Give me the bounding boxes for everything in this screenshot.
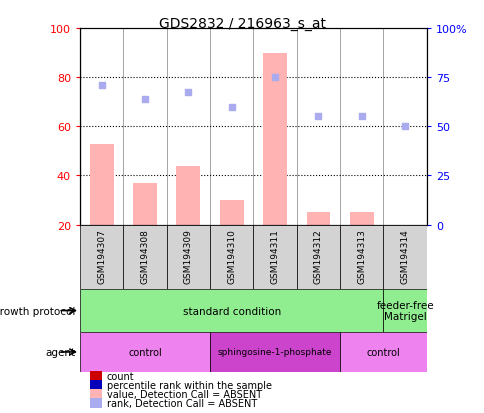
Bar (383, 289, 426, 332)
Text: GSM194308: GSM194308 (140, 228, 149, 283)
Bar (296, 225, 339, 289)
Text: GSM194310: GSM194310 (227, 228, 236, 283)
Bar (306, 213, 330, 225)
Bar (80, 289, 383, 332)
Text: GSM194313: GSM194313 (357, 228, 365, 283)
Text: standard condition: standard condition (182, 306, 280, 316)
Point (357, 114, 365, 121)
Text: control: control (128, 347, 162, 357)
Bar (176, 166, 200, 225)
Point (227, 104, 235, 111)
Bar (383, 225, 426, 289)
Bar (210, 332, 339, 372)
Point (400, 123, 408, 130)
Bar (80, 332, 210, 372)
Text: GSM194312: GSM194312 (313, 228, 322, 283)
Point (141, 97, 149, 103)
Text: feeder-free
Matrigel: feeder-free Matrigel (376, 300, 433, 322)
Text: agent: agent (45, 347, 75, 357)
Bar (219, 201, 243, 225)
Point (271, 75, 278, 81)
Bar (80, 225, 123, 289)
Text: percentile rank within the sample: percentile rank within the sample (106, 380, 271, 390)
Bar (133, 183, 157, 225)
Text: GSM194309: GSM194309 (183, 228, 193, 283)
Text: value, Detection Call = ABSENT: value, Detection Call = ABSENT (106, 389, 261, 399)
Bar (253, 225, 296, 289)
Bar (210, 225, 253, 289)
Text: GSM194307: GSM194307 (97, 228, 106, 283)
Point (98, 82, 106, 89)
Text: GSM194311: GSM194311 (270, 228, 279, 283)
Text: rank, Detection Call = ABSENT: rank, Detection Call = ABSENT (106, 399, 257, 408)
Bar (123, 225, 166, 289)
Text: growth protocol: growth protocol (0, 306, 75, 316)
Text: GSM194314: GSM194314 (400, 228, 409, 283)
Bar (263, 53, 287, 225)
Bar (90, 144, 113, 225)
Bar (339, 332, 426, 372)
Text: control: control (366, 347, 399, 357)
Bar (349, 213, 373, 225)
Point (184, 89, 192, 96)
Text: sphingosine-1-phosphate: sphingosine-1-phosphate (217, 348, 332, 356)
Text: GDS2832 / 216963_s_at: GDS2832 / 216963_s_at (159, 17, 325, 31)
Text: count: count (106, 371, 134, 381)
Bar (166, 225, 210, 289)
Point (314, 114, 322, 121)
Bar (339, 225, 383, 289)
